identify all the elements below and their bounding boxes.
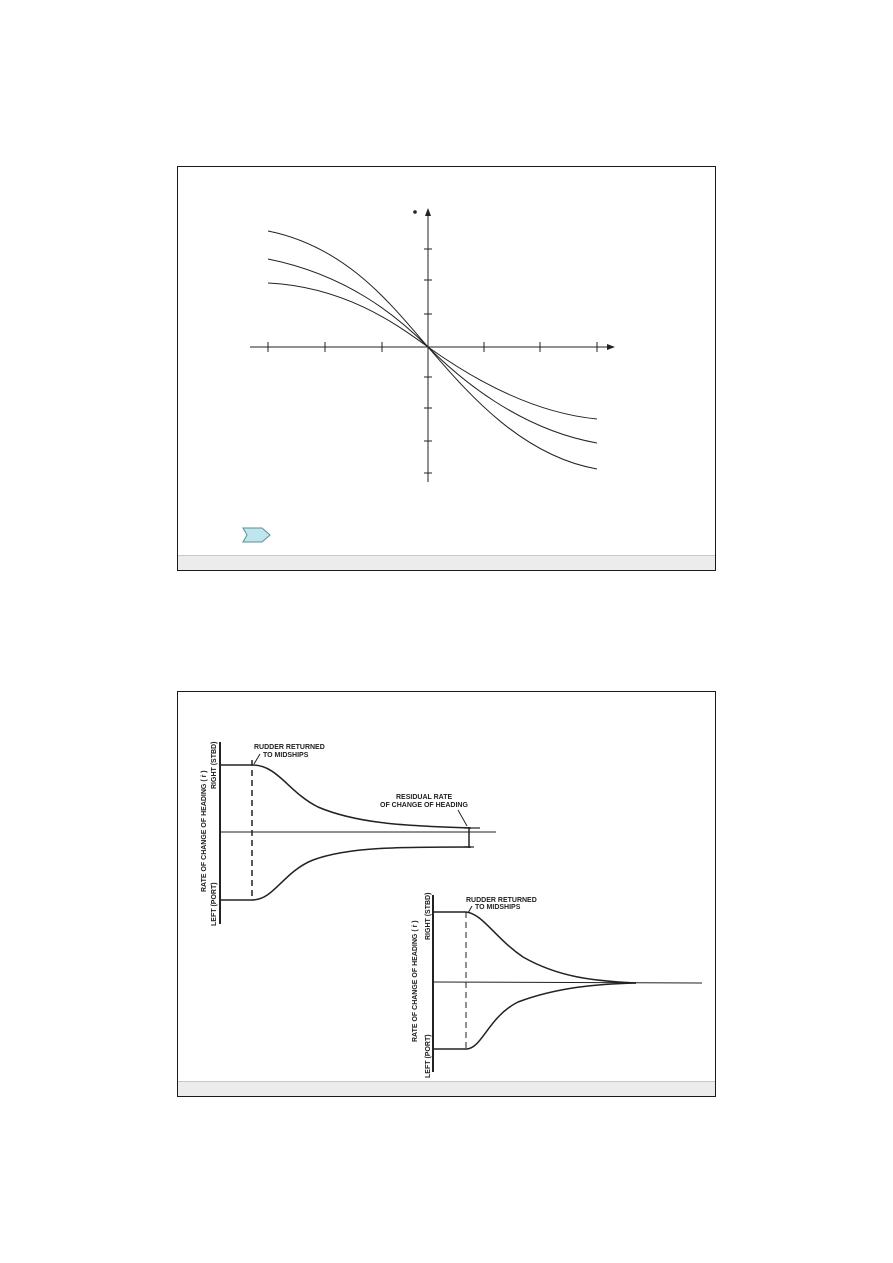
upper-top-label: RIGHT (STBD) bbox=[211, 742, 218, 789]
lower-port-curve bbox=[433, 982, 637, 1050]
upper-residual-pointer bbox=[457, 809, 468, 827]
upper-plot: RUDDER RETURNED TO MIDSHIPS RESIDUAL RAT… bbox=[201, 742, 496, 926]
chevron-right-icon[interactable] bbox=[242, 527, 271, 543]
lower-plot: RUDDER RETURNED TO MIDSHIPS RIGHT (STBD)… bbox=[412, 893, 703, 1078]
lower-y-axis-label: RATE OF CHANGE OF HEADING ( ṙ ) bbox=[412, 920, 419, 1042]
y-axis-dot-marker bbox=[413, 210, 417, 214]
lower-top-label: RIGHT (STBD) bbox=[425, 893, 432, 940]
slide-1 bbox=[177, 166, 716, 571]
upper-stbd-curve bbox=[220, 764, 472, 829]
upper-residual-note-line2: OF CHANGE OF HEADING bbox=[380, 802, 468, 809]
y-axis-arrow bbox=[425, 208, 431, 216]
stability-curves-diagram bbox=[242, 208, 615, 543]
lower-rudder-note-line2: TO MIDSHIPS bbox=[475, 904, 521, 911]
lower-baseline bbox=[432, 981, 703, 984]
upper-rudder-note-line2: TO MIDSHIPS bbox=[263, 752, 309, 759]
upper-residual-note-line1: RESIDUAL RATE bbox=[396, 794, 452, 801]
upper-bottom-label: LEFT (PORT) bbox=[211, 882, 218, 926]
lower-stbd-curve bbox=[433, 911, 637, 984]
curve-shallow bbox=[267, 282, 598, 420]
slide-footer bbox=[178, 555, 715, 570]
lower-bottom-label: LEFT (PORT) bbox=[425, 1034, 432, 1078]
upper-y-axis-label: RATE OF CHANGE OF HEADING ( ṙ ) bbox=[201, 770, 208, 892]
x-axis-ticks bbox=[267, 342, 598, 352]
curve-mid bbox=[267, 258, 598, 444]
lower-rudder-pointer bbox=[467, 905, 473, 914]
upper-rudder-pointer bbox=[253, 753, 261, 765]
slide-footer bbox=[178, 1081, 715, 1096]
lower-rudder-note-line1: RUDDER RETURNED bbox=[466, 897, 537, 904]
y-axis-ticks bbox=[424, 248, 432, 474]
rate-of-turn-diagrams: RUDDER RETURNED TO MIDSHIPS RESIDUAL RAT… bbox=[201, 742, 703, 1078]
slide-2: RUDDER RETURNED TO MIDSHIPS RESIDUAL RAT… bbox=[177, 691, 716, 1097]
upper-port-curve bbox=[220, 846, 472, 901]
x-axis-arrow bbox=[607, 344, 615, 350]
upper-rudder-note-line1: RUDDER RETURNED bbox=[254, 744, 325, 751]
